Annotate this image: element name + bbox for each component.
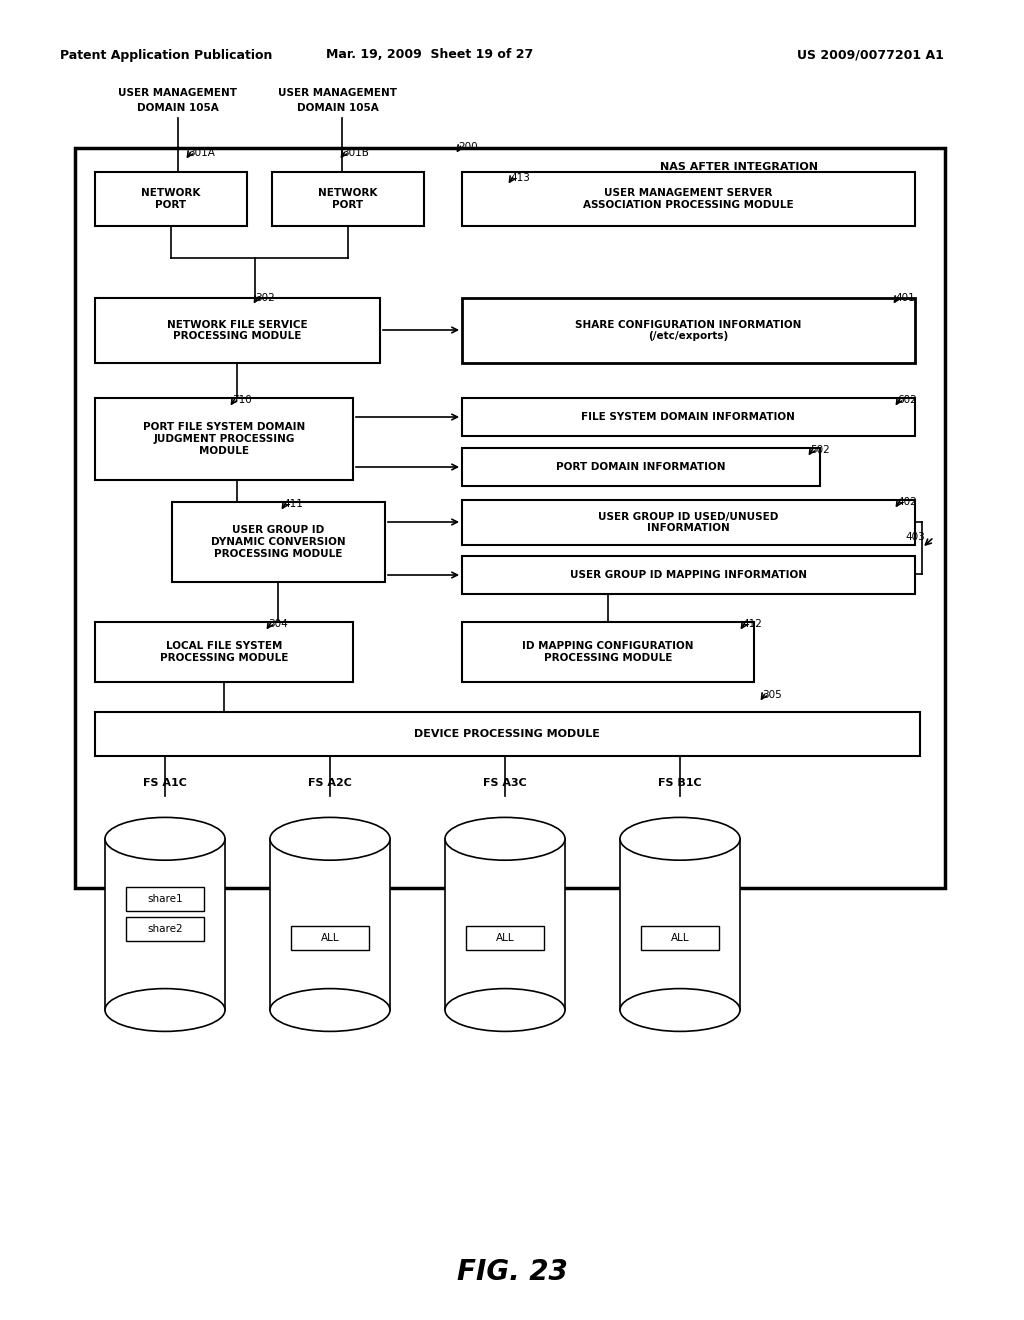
FancyBboxPatch shape: [462, 298, 915, 363]
Text: NETWORK FILE SERVICE
PROCESSING MODULE: NETWORK FILE SERVICE PROCESSING MODULE: [167, 319, 307, 342]
Text: 413: 413: [510, 173, 529, 183]
Text: FILE SYSTEM DOMAIN INFORMATION: FILE SYSTEM DOMAIN INFORMATION: [581, 412, 795, 422]
Text: DOMAIN 105A: DOMAIN 105A: [297, 103, 379, 114]
Text: share2: share2: [147, 924, 183, 933]
Text: NETWORK
PORT: NETWORK PORT: [141, 189, 201, 210]
Text: FS B1C: FS B1C: [658, 777, 701, 788]
Text: FS A1C: FS A1C: [143, 777, 187, 788]
FancyBboxPatch shape: [95, 711, 920, 756]
Text: share1: share1: [147, 894, 183, 904]
Text: PORT FILE SYSTEM DOMAIN
JUDGMENT PROCESSING
MODULE: PORT FILE SYSTEM DOMAIN JUDGMENT PROCESS…: [143, 422, 305, 455]
Bar: [126, 916, 204, 941]
Text: 301A: 301A: [188, 148, 215, 158]
Text: 710: 710: [232, 395, 252, 405]
Text: 403: 403: [905, 532, 925, 543]
Text: 304: 304: [268, 619, 288, 630]
Text: ALL: ALL: [321, 933, 339, 942]
FancyBboxPatch shape: [75, 148, 945, 888]
Text: FS A2C: FS A2C: [308, 777, 352, 788]
FancyBboxPatch shape: [462, 399, 915, 436]
FancyBboxPatch shape: [462, 447, 820, 486]
Bar: [620, 838, 740, 1010]
FancyBboxPatch shape: [462, 556, 915, 594]
Text: DOMAIN 105A: DOMAIN 105A: [137, 103, 219, 114]
Text: USER MANAGEMENT SERVER
ASSOCIATION PROCESSING MODULE: USER MANAGEMENT SERVER ASSOCIATION PROCE…: [583, 189, 794, 210]
Ellipse shape: [105, 817, 225, 861]
Text: SHARE CONFIGURATION INFORMATION
(/etc/exports): SHARE CONFIGURATION INFORMATION (/etc/ex…: [574, 319, 801, 342]
Text: USER GROUP ID USED/UNUSED
INFORMATION: USER GROUP ID USED/UNUSED INFORMATION: [598, 512, 778, 533]
Text: 411: 411: [283, 499, 303, 510]
Text: 502: 502: [810, 445, 829, 455]
Text: ALL: ALL: [496, 933, 514, 942]
Text: FIG. 23: FIG. 23: [457, 1258, 567, 1286]
Text: USER MANAGEMENT: USER MANAGEMENT: [119, 88, 238, 98]
Ellipse shape: [270, 817, 390, 861]
Bar: [466, 927, 544, 950]
Text: ID MAPPING CONFIGURATION
PROCESSING MODULE: ID MAPPING CONFIGURATION PROCESSING MODU…: [522, 642, 693, 663]
Text: USER GROUP ID MAPPING INFORMATION: USER GROUP ID MAPPING INFORMATION: [569, 570, 807, 579]
FancyBboxPatch shape: [95, 622, 353, 682]
Text: 301B: 301B: [342, 148, 369, 158]
Text: 402: 402: [897, 498, 916, 507]
Bar: [445, 838, 565, 1010]
Ellipse shape: [620, 989, 740, 1031]
FancyBboxPatch shape: [95, 172, 247, 226]
Ellipse shape: [270, 989, 390, 1031]
Bar: [105, 838, 225, 1010]
Ellipse shape: [620, 817, 740, 861]
Bar: [270, 838, 390, 1010]
FancyBboxPatch shape: [462, 622, 754, 682]
Text: FS A3C: FS A3C: [483, 777, 527, 788]
FancyBboxPatch shape: [95, 298, 380, 363]
Text: 302: 302: [255, 293, 274, 304]
FancyBboxPatch shape: [462, 500, 915, 545]
Bar: [641, 927, 719, 950]
Ellipse shape: [445, 989, 565, 1031]
Ellipse shape: [105, 989, 225, 1031]
FancyBboxPatch shape: [95, 399, 353, 480]
Text: LOCAL FILE SYSTEM
PROCESSING MODULE: LOCAL FILE SYSTEM PROCESSING MODULE: [160, 642, 288, 663]
Text: NETWORK
PORT: NETWORK PORT: [318, 189, 378, 210]
Text: DEVICE PROCESSING MODULE: DEVICE PROCESSING MODULE: [414, 729, 600, 739]
Text: 602: 602: [897, 395, 916, 405]
Text: 305: 305: [762, 690, 781, 700]
Text: USER MANAGEMENT: USER MANAGEMENT: [279, 88, 397, 98]
FancyBboxPatch shape: [462, 172, 915, 226]
Text: 401: 401: [895, 293, 914, 304]
Ellipse shape: [445, 817, 565, 861]
Text: ALL: ALL: [671, 933, 689, 942]
Text: 412: 412: [742, 619, 762, 630]
Text: Patent Application Publication: Patent Application Publication: [60, 49, 272, 62]
FancyBboxPatch shape: [172, 502, 385, 582]
Text: NAS AFTER INTEGRATION: NAS AFTER INTEGRATION: [660, 162, 818, 172]
Text: 200: 200: [458, 143, 477, 152]
Text: USER GROUP ID
DYNAMIC CONVERSION
PROCESSING MODULE: USER GROUP ID DYNAMIC CONVERSION PROCESS…: [211, 525, 345, 558]
Bar: [291, 927, 369, 950]
FancyBboxPatch shape: [272, 172, 424, 226]
Text: US 2009/0077201 A1: US 2009/0077201 A1: [797, 49, 943, 62]
Text: Mar. 19, 2009  Sheet 19 of 27: Mar. 19, 2009 Sheet 19 of 27: [327, 49, 534, 62]
Bar: [126, 887, 204, 911]
Text: PORT DOMAIN INFORMATION: PORT DOMAIN INFORMATION: [556, 462, 726, 473]
